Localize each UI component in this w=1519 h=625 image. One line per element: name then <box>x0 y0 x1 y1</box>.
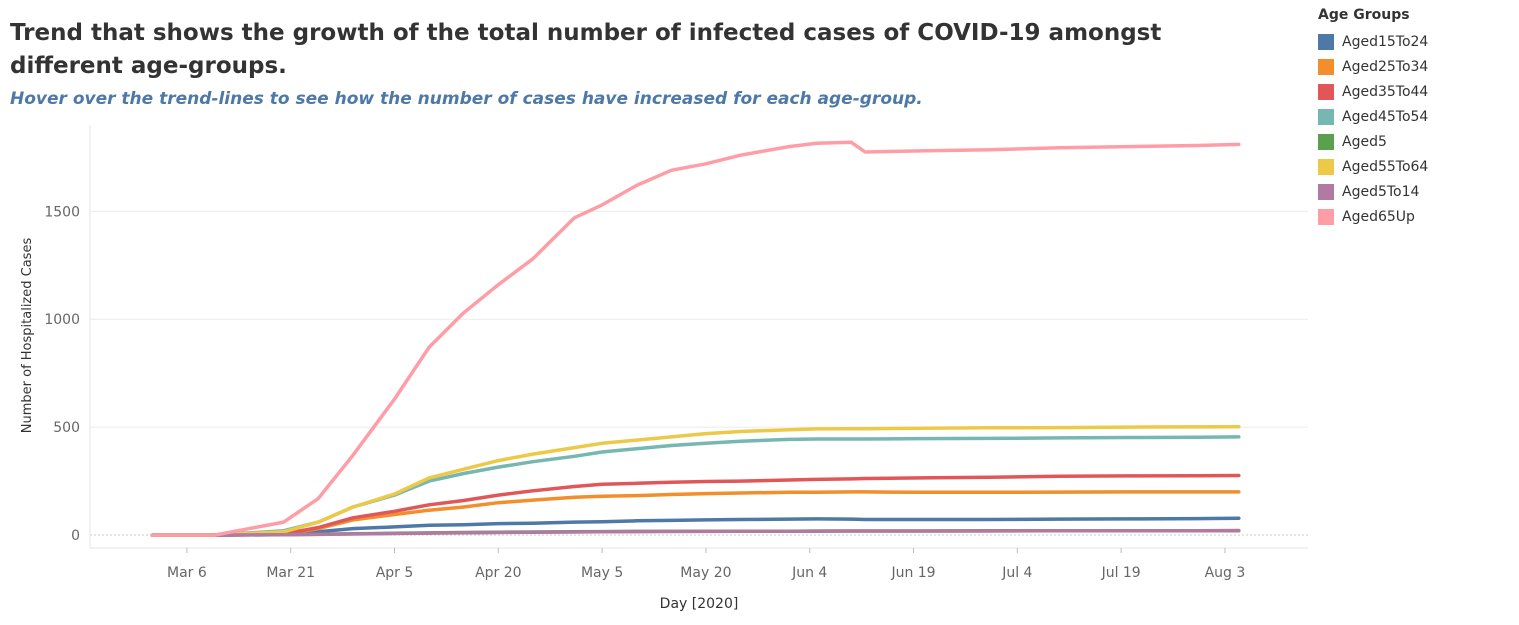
x-tick-label: Apr 5 <box>376 565 414 581</box>
legend-item-aged15to24[interactable]: Aged15To24 <box>1318 29 1513 54</box>
legend-label: Aged55To64 <box>1342 158 1429 175</box>
series-line-aged35to44[interactable] <box>150 473 1241 537</box>
x-tick-label: Jul 4 <box>1001 565 1032 581</box>
legend-label: Aged15To24 <box>1342 33 1429 50</box>
series-line-aged5to14[interactable] <box>150 528 1241 537</box>
legend-label: Aged5 <box>1342 133 1387 150</box>
legend-item-aged25to34[interactable]: Aged25To34 <box>1318 54 1513 79</box>
line-chart[interactable]: 0 500 1000 1500 Mar 6 Mar 21 Apr 5 Apr 20 May 5 M… <box>0 0 1310 625</box>
legend-label: Aged45To54 <box>1342 108 1429 125</box>
legend: Age Groups Aged15To24 Aged25To34 Aged35To4… <box>1318 7 1513 229</box>
x-tick-label: Jun 4 <box>791 565 827 581</box>
chart-subtitle: Hover over the trend-lines to see how th… <box>10 89 923 109</box>
legend-item-aged5[interactable]: Aged5 <box>1318 129 1513 154</box>
legend-swatch <box>1318 58 1334 75</box>
legend-item-aged35to44[interactable]: Aged35To44 <box>1318 79 1513 104</box>
series-line-aged25to34[interactable] <box>150 490 1241 537</box>
axis-labels: 0 500 1000 1500 Mar 6 Mar 21 Apr 5 Apr 20 May 5 M… <box>20 204 1245 612</box>
y-tick-label: 1000 <box>44 312 80 328</box>
legend-swatch <box>1318 183 1334 200</box>
y-tick-label: 500 <box>53 420 80 436</box>
legend-label: Aged65Up <box>1342 208 1415 225</box>
series-line-aged65up[interactable] <box>150 140 1241 537</box>
legend-swatch <box>1318 33 1334 50</box>
legend-swatch <box>1318 158 1334 175</box>
legend-item-aged65up[interactable]: Aged65Up <box>1318 204 1513 229</box>
series-line-aged55to64[interactable] <box>150 424 1241 537</box>
x-tick-label: Apr 20 <box>475 565 521 581</box>
legend-label: Aged25To34 <box>1342 58 1429 75</box>
legend-label: Aged5To14 <box>1342 183 1420 200</box>
legend-title: Age Groups <box>1318 7 1410 23</box>
axes <box>89 125 1308 553</box>
series-lines[interactable] <box>150 140 1241 537</box>
x-tick-label: May 5 <box>581 565 623 581</box>
series-line-aged15to24[interactable] <box>150 516 1241 537</box>
legend-label: Aged35To44 <box>1342 83 1429 100</box>
legend-swatch <box>1318 83 1334 100</box>
legend-swatch <box>1318 133 1334 150</box>
x-axis-title: Day [2020] <box>660 596 739 612</box>
x-tick-label: Aug 3 <box>1205 565 1246 581</box>
legend-items: Aged15To24 Aged25To34 Aged35To44 Aged45To54… <box>1318 29 1513 229</box>
y-axis-title: Number of Hospitalized Cases <box>20 238 35 434</box>
chart-title: Trend that shows the growth of the total… <box>10 20 1162 79</box>
x-tick-label: Jul 19 <box>1101 565 1141 581</box>
y-tick-label: 1500 <box>44 204 80 220</box>
y-tick-label: 0 <box>71 528 80 544</box>
x-tick-label: Mar 6 <box>167 565 207 581</box>
legend-item-aged55to64[interactable]: Aged55To64 <box>1318 154 1513 179</box>
legend-swatch <box>1318 208 1334 225</box>
legend-item-aged45to54[interactable]: Aged45To54 <box>1318 104 1513 129</box>
legend-swatch <box>1318 108 1334 125</box>
x-tick-label: Mar 21 <box>266 565 315 581</box>
x-tick-label: Jun 19 <box>890 565 935 581</box>
gridlines <box>90 210 1308 536</box>
x-tick-label: May 20 <box>680 565 731 581</box>
legend-item-aged5to14[interactable]: Aged5To14 <box>1318 179 1513 204</box>
